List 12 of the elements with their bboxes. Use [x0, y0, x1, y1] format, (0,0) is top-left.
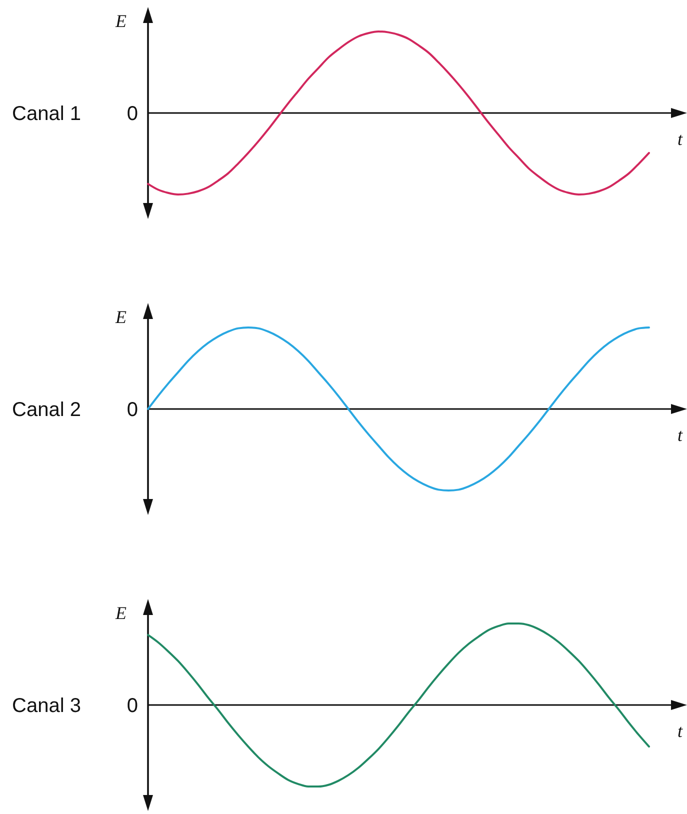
text: 0	[126, 695, 138, 717]
text: 0	[126, 103, 138, 125]
y-axis-title: E	[114, 11, 126, 31]
y-axis-title: E	[114, 603, 126, 623]
x-axis-title: t	[677, 129, 684, 149]
text: 0	[126, 399, 138, 421]
y-axis-title: E	[114, 307, 126, 327]
x-axis-title: t	[677, 425, 684, 445]
text: Canal 3	[12, 695, 81, 717]
text: Canal 1	[12, 103, 81, 125]
x-axis-title: t	[677, 721, 684, 741]
text: Canal 2	[12, 399, 81, 421]
